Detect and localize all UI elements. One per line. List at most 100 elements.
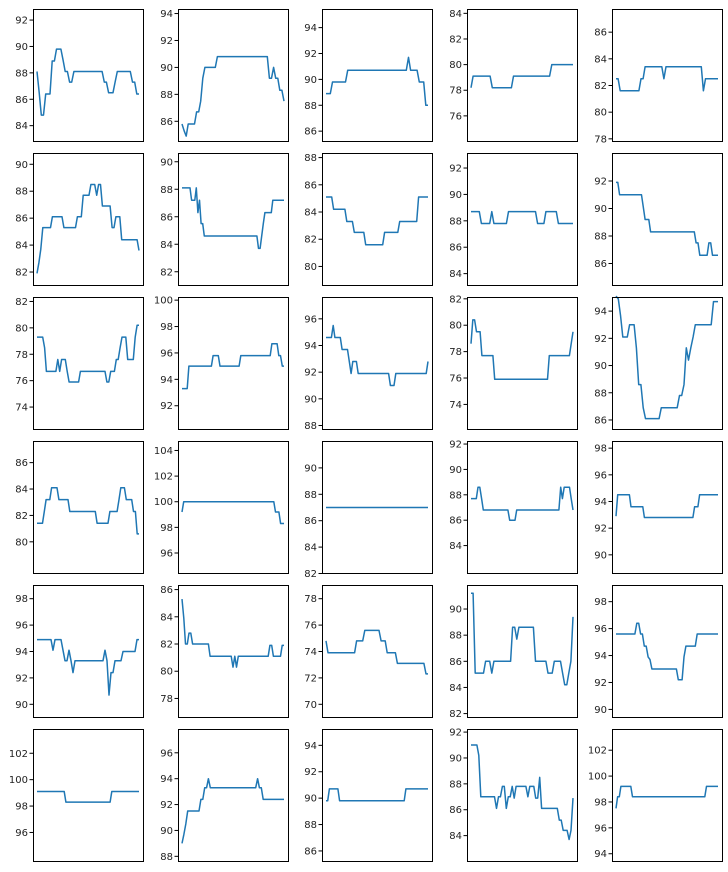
y-tick-label: 86 xyxy=(15,214,28,225)
series-line xyxy=(36,48,139,116)
y-tick-label: 92 xyxy=(594,678,607,689)
y-tick-label: 98 xyxy=(594,597,607,608)
y-tick-label: 90 xyxy=(449,190,462,201)
y-tick-label: 98 xyxy=(160,322,173,333)
y-tick-label: 90 xyxy=(160,826,173,837)
y-tick-label: 88 xyxy=(304,153,317,164)
y-tick-label: 86 xyxy=(304,180,317,191)
y-tick-label: 88 xyxy=(304,820,317,831)
y-tick-label: 82 xyxy=(160,640,173,651)
series-line xyxy=(615,295,718,420)
y-tick-label: 88 xyxy=(594,232,607,243)
y-tick-label: 100 xyxy=(9,775,28,786)
subplot-r4-c2: 96 98 100 102 104 xyxy=(154,441,289,574)
plot-frame xyxy=(178,297,289,430)
plot-frame xyxy=(322,9,433,142)
y-tick-label: 96 xyxy=(15,828,28,839)
plot-frame xyxy=(178,441,289,574)
plot-frame xyxy=(467,9,578,142)
series-line xyxy=(181,55,285,137)
plot-frame xyxy=(467,441,578,574)
y-tick-label: 80 xyxy=(449,60,462,71)
y-tick-label: 86 xyxy=(15,95,28,106)
subplot-r5-c1: 90 92 94 96 98 xyxy=(15,585,144,718)
y-tick-label: 92 xyxy=(15,16,28,27)
y-tick-label: 80 xyxy=(160,667,173,678)
plot-frame xyxy=(322,729,433,862)
y-tick-label: 98 xyxy=(594,797,607,808)
plot-frame xyxy=(467,585,578,718)
subplot-r3-c4: 74 76 78 80 82 xyxy=(449,294,578,430)
y-tick-label: 88 xyxy=(304,421,317,432)
y-tick-label: 98 xyxy=(15,802,28,813)
subplot-r4-c3: 82 84 86 88 90 xyxy=(304,441,433,580)
y-tick-label: 80 xyxy=(15,323,28,334)
subplot-r2-c2: 82 84 86 88 90 xyxy=(160,153,289,286)
subplot-r1-c1: 84 86 88 90 92 xyxy=(15,9,144,142)
y-tick-label: 74 xyxy=(15,403,28,414)
y-tick-label: 96 xyxy=(160,548,173,559)
series-line xyxy=(182,342,284,390)
series-line xyxy=(325,629,428,675)
plot-frame xyxy=(178,9,289,142)
y-tick-label: 90 xyxy=(449,753,462,764)
subplot-r4-c5: 90 92 94 96 98 xyxy=(594,441,723,574)
y-tick-label: 84 xyxy=(449,9,462,20)
y-tick-label: 92 xyxy=(160,800,173,811)
series-line xyxy=(326,56,428,107)
y-tick-label: 88 xyxy=(160,90,173,101)
series-line xyxy=(471,744,574,841)
subplot-r3-c5: 86 88 90 92 94 xyxy=(594,295,723,430)
y-tick-label: 78 xyxy=(594,134,607,145)
y-tick-label: 88 xyxy=(15,68,28,79)
series-line xyxy=(37,638,139,696)
y-tick-label: 90 xyxy=(304,394,317,405)
series-line xyxy=(616,66,718,92)
y-tick-label: 74 xyxy=(304,647,317,658)
y-tick-label: 96 xyxy=(160,748,173,759)
y-tick-label: 90 xyxy=(160,157,173,168)
subplot-r1-c4: 76 78 80 82 84 xyxy=(449,9,578,142)
y-tick-label: 84 xyxy=(15,241,28,252)
y-tick-label: 86 xyxy=(160,117,173,128)
y-tick-label: 86 xyxy=(160,212,173,223)
y-tick-label: 84 xyxy=(15,485,28,496)
y-tick-label: 82 xyxy=(449,709,462,720)
subplot-r5-c3: 70 72 74 76 78 xyxy=(304,585,433,718)
subplot-r1-c3: 86 88 90 92 94 xyxy=(304,9,433,142)
plot-frame xyxy=(612,9,723,142)
y-tick-label: 92 xyxy=(449,728,462,739)
y-tick-label: 82 xyxy=(15,268,28,279)
y-tick-label: 90 xyxy=(160,63,173,74)
y-tick-label: 84 xyxy=(449,269,462,280)
y-tick-label: 92 xyxy=(304,49,317,60)
y-tick-label: 86 xyxy=(160,585,173,596)
y-tick-label: 94 xyxy=(15,647,28,658)
subplot-r5-c2: 78 80 82 84 86 xyxy=(160,585,289,718)
y-tick-label: 84 xyxy=(449,831,462,842)
subplot-r2-c3: 80 82 84 86 88 xyxy=(304,153,433,286)
plot-frame xyxy=(33,729,144,862)
y-tick-label: 82 xyxy=(160,267,173,278)
y-tick-label: 96 xyxy=(304,314,317,325)
y-tick-label: 78 xyxy=(449,347,462,358)
subplot-r2-c4: 84 86 88 90 92 xyxy=(449,153,578,286)
y-tick-label: 100 xyxy=(588,772,607,783)
subplot-r4-c4: 84 86 88 90 92 xyxy=(449,440,578,574)
y-tick-label: 98 xyxy=(160,523,173,534)
series-line xyxy=(615,785,718,809)
plot-frame xyxy=(322,153,433,286)
y-tick-label: 94 xyxy=(594,651,607,662)
y-tick-label: 90 xyxy=(449,605,462,616)
y-tick-label: 86 xyxy=(594,259,607,270)
y-tick-label: 84 xyxy=(160,240,173,251)
y-tick-label: 82 xyxy=(449,34,462,45)
y-tick-label: 94 xyxy=(160,9,173,20)
y-tick-label: 78 xyxy=(449,86,462,97)
subplot-r6-c1: 96 98 100 102 xyxy=(9,729,144,862)
series-line xyxy=(470,319,574,381)
series-line xyxy=(37,486,139,535)
y-tick-label: 72 xyxy=(304,673,317,684)
y-tick-label: 78 xyxy=(160,694,173,705)
y-tick-label: 82 xyxy=(15,511,28,522)
